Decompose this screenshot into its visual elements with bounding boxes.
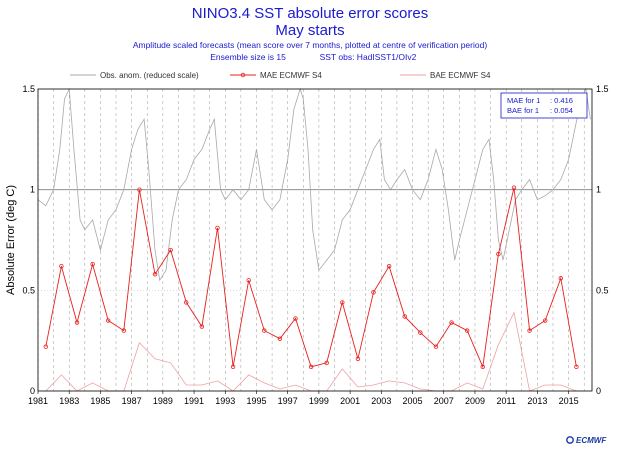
data-point-mae-ecmwf-s4 <box>215 225 220 231</box>
ecmwf-logo-text: ECMWF <box>576 436 607 445</box>
ecmwf-logo-icon <box>566 436 574 444</box>
stats-mae-value: : 0.416 <box>550 96 573 105</box>
x-tick-label: 2009 <box>465 396 485 406</box>
data-point-mae-ecmwf-s4 <box>324 360 329 366</box>
x-tick-label: 2013 <box>527 396 547 406</box>
data-point-mae-ecmwf-s4 <box>230 364 236 370</box>
x-tick-label: 1993 <box>215 396 235 406</box>
x-tick-label: 1985 <box>90 396 110 406</box>
data-point-mae-ecmwf-s4 <box>168 247 173 253</box>
data-point-mae-ecmwf-s4 <box>355 356 361 361</box>
data-point-mae-ecmwf-s4 <box>184 300 189 305</box>
stats-mae-label: MAE for 1 <box>507 96 540 105</box>
y-tick-label-left: 0.5 <box>22 285 35 295</box>
data-point-mae-ecmwf-s4 <box>418 330 423 335</box>
data-point-mae-ecmwf-s4 <box>558 276 563 281</box>
data-point-mae-ecmwf-s4 <box>449 320 454 325</box>
sst-obs-note: SST obs: HadISST1/OIv2 <box>320 52 417 62</box>
x-tick-label: 1997 <box>278 396 298 406</box>
legend-marker-mae <box>240 72 246 78</box>
data-point-mae-ecmwf-s4 <box>246 278 251 283</box>
data-point-mae-ecmwf-s4 <box>152 272 158 277</box>
y-tick-label-left: 0 <box>30 386 35 396</box>
chart-subtitle: May starts <box>275 22 344 39</box>
data-point-mae-ecmwf-s4 <box>293 316 298 321</box>
data-point-mae-ecmwf-s4 <box>464 328 470 333</box>
x-tick-label: 1991 <box>184 396 204 406</box>
x-tick-label: 2005 <box>403 396 423 406</box>
x-tick-label: 1989 <box>153 396 173 406</box>
data-point-mae-ecmwf-s4 <box>137 187 142 192</box>
series-line-mae-ecmwf-s4 <box>45 187 577 369</box>
data-point-mae-ecmwf-s4 <box>262 328 267 333</box>
plot-frame <box>37 88 593 392</box>
x-tick-label: 1981 <box>28 396 48 406</box>
data-point-mae-ecmwf-s4 <box>199 324 205 329</box>
data-point-mae-ecmwf-s4 <box>496 251 501 257</box>
data-point-mae-ecmwf-s4 <box>43 344 49 349</box>
series-line-obs-anom-reduced-scale <box>37 87 591 282</box>
ecmwf-logo: ECMWF <box>566 436 607 445</box>
stats-box: MAE for 1 : 0.416 BAE for 1 : 0.054 <box>500 92 588 119</box>
chart-description: Amplitude scaled forecasts (mean score o… <box>133 40 488 50</box>
legend-label-obs: Obs. anom. (reduced scale) <box>100 71 199 80</box>
y-tick-label-right: 1.5 <box>596 84 609 94</box>
series-line-bae-ecmwf-s4 <box>45 311 577 392</box>
legend: Obs. anom. (reduced scale) MAE ECMWF S4 … <box>70 71 491 80</box>
x-tick-label: 2015 <box>559 396 579 406</box>
stats-bae-value: : 0.054 <box>550 106 573 115</box>
legend-label-mae: MAE ECMWF S4 <box>260 71 322 80</box>
stats-bae-label: BAE for 1 <box>507 106 539 115</box>
y-tick-label-right: 1 <box>596 185 601 195</box>
data-point-mae-ecmwf-s4 <box>277 336 283 341</box>
legend-label-bae: BAE ECMWF S4 <box>430 71 491 80</box>
ensemble-size-note: Ensemble size is 15 <box>210 52 286 62</box>
data-point-mae-ecmwf-s4 <box>121 328 127 333</box>
y-axis-label: Absolute Error (deg C) <box>5 185 17 295</box>
y-tick-label-right: 0 <box>596 386 601 396</box>
chart-title: NINO3.4 SST absolute error scores <box>192 5 428 22</box>
stats-box-frame <box>500 92 588 119</box>
data-point-mae-ecmwf-s4 <box>371 290 376 295</box>
data-point-mae-ecmwf-s4 <box>527 328 532 333</box>
x-tick-label: 1983 <box>59 396 79 406</box>
x-tick-label: 1987 <box>122 396 142 406</box>
x-tick-label: 2011 <box>496 396 515 406</box>
axes: 1981 1983 1985 1987 1989 1991 1993 1995 1997 1999… <box>22 84 608 406</box>
y-tick-label-right: 0.5 <box>596 285 609 295</box>
data-point-mae-ecmwf-s4 <box>433 344 439 349</box>
data-point-mae-ecmwf-s4 <box>574 364 579 370</box>
data-point-mae-ecmwf-s4 <box>90 261 95 267</box>
data-point-mae-ecmwf-s4 <box>511 185 517 190</box>
data-point-mae-ecmwf-s4 <box>59 263 64 269</box>
data-point-mae-ecmwf-s4 <box>386 263 392 269</box>
data-point-mae-ecmwf-s4 <box>74 320 80 325</box>
grid <box>37 88 592 392</box>
data-point-mae-ecmwf-s4 <box>402 314 407 319</box>
data-point-mae-ecmwf-s4 <box>340 300 345 305</box>
x-tick-label: 2007 <box>434 396 454 406</box>
x-tick-label: 1999 <box>309 396 329 406</box>
x-tick-label: 2003 <box>371 396 391 406</box>
y-tick-label-left: 1 <box>30 185 35 195</box>
data-point-mae-ecmwf-s4 <box>106 318 111 323</box>
data-point-mae-ecmwf-s4 <box>480 364 485 370</box>
series-layer <box>37 87 591 392</box>
data-point-mae-ecmwf-s4 <box>308 364 314 370</box>
x-tick-label: 1995 <box>246 396 266 406</box>
y-tick-label-left: 1.5 <box>22 84 35 94</box>
x-tick-label: 2001 <box>340 396 360 406</box>
data-point-mae-ecmwf-s4 <box>542 318 548 323</box>
